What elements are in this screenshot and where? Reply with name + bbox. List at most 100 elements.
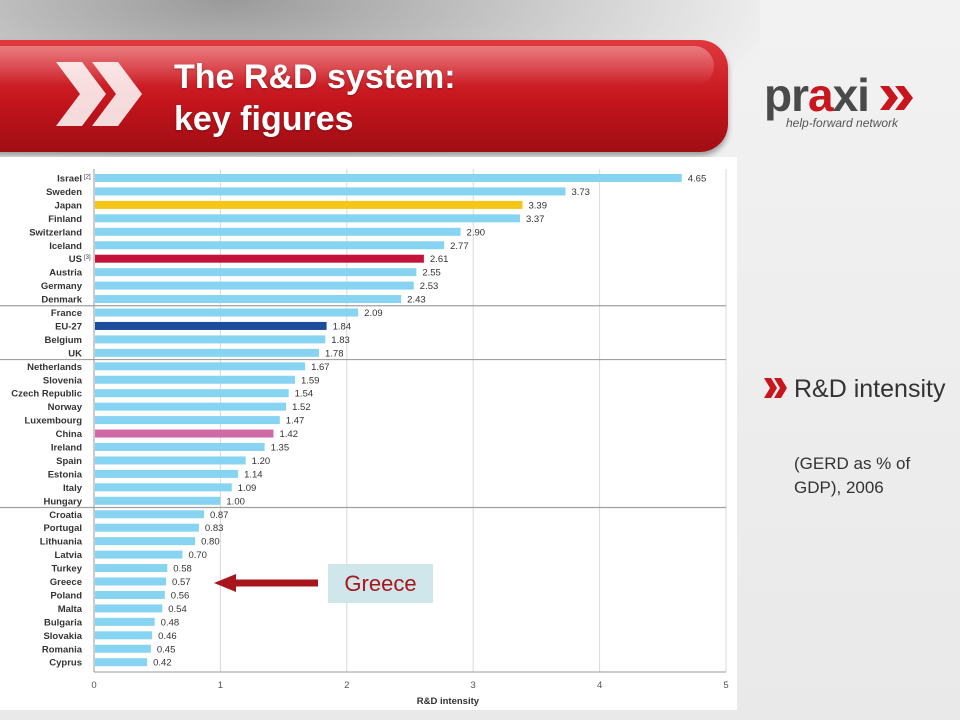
value-label-4: 2.90 [467, 227, 486, 238]
value-label-34: 0.46 [158, 631, 177, 642]
bar-31 [95, 590, 165, 599]
category-label-23: Italy [63, 483, 83, 494]
bar-20 [95, 443, 265, 451]
bar-29 [95, 564, 168, 573]
bar-27 [95, 537, 196, 546]
category-label-36: Cyprus [49, 658, 82, 669]
value-label-28: 0.70 [188, 550, 207, 561]
value-label-36: 0.42 [153, 658, 172, 669]
value-label-29: 0.58 [173, 564, 192, 575]
logo-word-accent: a [808, 69, 834, 121]
x-tick-label-4: 4 [597, 680, 602, 691]
bar-12 [95, 335, 326, 344]
category-label-31: Poland [50, 590, 82, 601]
logo-chevron-icon [880, 86, 913, 110]
bar-30 [95, 577, 167, 586]
category-label-8: Germany [41, 281, 83, 292]
bar-13 [95, 348, 319, 357]
category-label-27: Lithuania [40, 537, 83, 548]
value-label-35: 0.45 [157, 644, 176, 655]
side-heading: R&D intensity [794, 375, 946, 403]
bar-1 [95, 187, 566, 196]
bullet-chevron-icon [764, 378, 787, 398]
logo-word-part1: pr [764, 69, 809, 121]
value-label-22: 1.14 [244, 469, 263, 480]
footnote-mark-6: [3] [84, 255, 91, 261]
bar-8 [95, 281, 414, 290]
praxi-logo: praxi help-forward network [764, 72, 924, 134]
x-tick-label-1: 1 [218, 680, 223, 691]
value-label-5: 2.77 [450, 241, 469, 252]
logo-wordmark: praxi [764, 69, 870, 121]
bar-18 [95, 416, 280, 425]
category-label-20: Ireland [51, 443, 82, 454]
value-label-8: 2.53 [420, 281, 439, 292]
bar-9 [95, 295, 402, 304]
bar-0 [95, 174, 682, 182]
bar-34 [95, 631, 153, 640]
footnote-mark-0: [2] [84, 175, 91, 181]
value-label-13: 1.78 [325, 348, 344, 359]
value-label-30: 0.57 [172, 577, 191, 588]
title-line-2: key figures [174, 100, 354, 138]
bar-21 [95, 456, 246, 465]
bar-35 [95, 644, 151, 653]
bar-14 [95, 362, 306, 371]
x-tick-label-3: 3 [471, 680, 476, 691]
value-label-23: 1.09 [238, 483, 257, 494]
category-label-34: Slovakia [43, 631, 82, 642]
category-label-30: Greece [50, 577, 82, 588]
value-label-10: 2.09 [364, 308, 383, 319]
value-label-19: 1.42 [279, 429, 298, 440]
category-label-25: Croatia [49, 510, 82, 521]
category-label-10: France [51, 308, 82, 319]
rd-intensity-chart: Israel [2] 4.65 Sweden 3.73 Japan 3.39 Finland 3… [0, 157, 737, 710]
logo-word-part2: xi [832, 69, 870, 121]
bar-2 [95, 200, 523, 209]
value-label-2: 3.39 [528, 200, 547, 211]
category-label-6: US [69, 254, 82, 265]
category-label-32: Malta [58, 604, 83, 615]
bar-32 [95, 604, 163, 613]
category-label-5: Iceland [49, 241, 82, 252]
bar-23 [95, 483, 232, 492]
title-banner [0, 40, 728, 152]
x-tick-label-0: 0 [91, 680, 96, 691]
bar-33 [95, 617, 155, 626]
chevron-double-icon [56, 62, 142, 126]
category-label-4: Switzerland [29, 227, 82, 238]
category-label-12: Belgium [45, 335, 82, 346]
value-label-7: 2.55 [422, 268, 441, 279]
x-tick-label-2: 2 [344, 680, 349, 691]
bar-5 [95, 241, 445, 250]
value-label-25: 0.87 [210, 510, 229, 521]
bar-7 [95, 268, 417, 277]
bar-4 [95, 227, 461, 236]
value-label-18: 1.47 [286, 416, 305, 427]
category-label-33: Bulgaria [44, 617, 83, 628]
value-label-26: 0.83 [205, 523, 224, 534]
value-label-32: 0.54 [168, 604, 187, 615]
x-tick-label-5: 5 [723, 680, 728, 691]
category-label-26: Portugal [43, 523, 82, 534]
bar-11 [95, 321, 327, 330]
category-label-7: Austria [49, 268, 82, 279]
value-label-1: 3.73 [571, 187, 590, 198]
category-label-9: Denmark [41, 295, 82, 306]
category-label-1: Sweden [46, 187, 82, 198]
value-label-9: 2.43 [407, 295, 426, 306]
category-label-29: Turkey [52, 564, 83, 575]
category-label-3: Finland [48, 214, 82, 225]
category-label-15: Slovenia [43, 375, 83, 386]
bar-16 [95, 389, 289, 398]
bar-19 [95, 429, 274, 438]
value-label-27: 0.80 [201, 537, 220, 548]
value-label-20: 1.35 [271, 443, 290, 454]
bar-36 [95, 658, 148, 667]
bar-17 [95, 402, 287, 411]
bar-3 [95, 214, 520, 223]
category-label-35: Romania [42, 644, 83, 655]
category-label-19: China [56, 429, 83, 440]
logo-tagline: help-forward network [786, 116, 899, 130]
category-label-14: Netherlands [27, 362, 82, 373]
